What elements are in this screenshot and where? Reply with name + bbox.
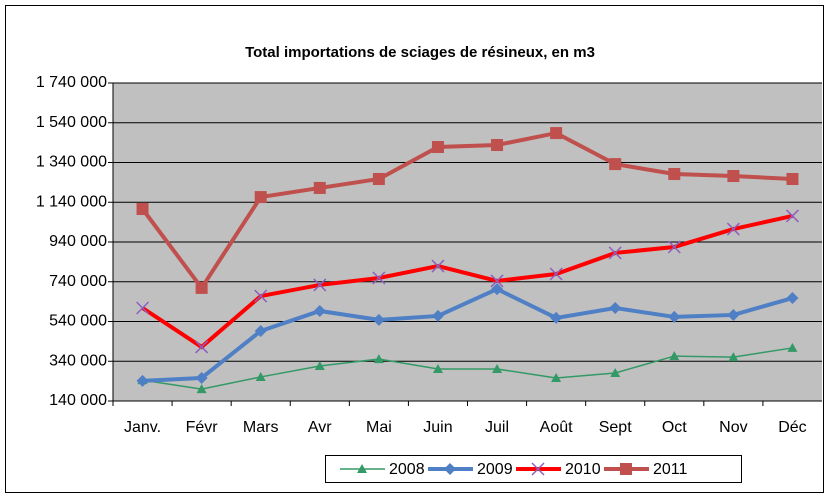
marker [608,246,622,260]
x-tick-label: Janv. [124,419,161,436]
marker [136,203,149,216]
legend-marker [444,463,456,475]
marker [609,301,622,314]
marker [786,172,799,185]
x-tick-label: Oct [662,419,687,436]
marker [668,310,681,323]
marker [490,274,504,288]
marker [550,311,563,324]
marker [195,371,208,384]
marker [136,374,149,387]
legend-marker [531,462,545,476]
x-tick-label: Mars [243,419,279,436]
marker [313,181,326,194]
marker [314,361,325,371]
marker [668,168,681,181]
x-tick-label: Sept [599,419,632,436]
marker [254,289,268,303]
x-tick-label: Nov [719,419,747,436]
legend-label: 2009 [477,461,513,478]
marker [431,140,444,153]
marker [785,209,799,223]
marker [195,281,208,294]
x-tick-label: Juin [423,419,452,436]
legend-label: 2010 [565,461,601,478]
marker [195,340,209,354]
marker [728,352,739,362]
marker [786,292,799,305]
marker [313,278,327,292]
marker [373,354,384,364]
marker [667,240,681,254]
marker [491,139,504,152]
marker [313,304,326,317]
marker [551,372,562,382]
marker [431,309,444,322]
marker [609,158,622,171]
y-tick-label: 1 340 000 [36,154,107,171]
marker [432,364,443,374]
marker [254,191,267,204]
y-tick-label: 1 140 000 [36,193,107,210]
y-tick-label: 140 000 [49,392,107,409]
chart-title: Total importations de sciages de résineu… [245,44,595,61]
x-tick-label: Mai [366,419,392,436]
marker [727,170,740,183]
marker [136,301,150,315]
x-tick-label: Févr [186,419,219,436]
y-tick-label: 340 000 [49,352,107,369]
marker [196,384,207,394]
marker [255,371,266,381]
y-tick-label: 540 000 [49,313,107,330]
y-tick-label: 1 740 000 [36,74,107,91]
legend-marker [357,464,367,473]
marker [550,127,563,140]
x-tick-label: Déc [778,419,806,436]
marker [372,313,385,326]
marker [727,308,740,321]
marker [787,342,798,352]
series-line [142,286,794,383]
marker [372,271,386,285]
marker [492,364,503,374]
legend-marker [620,463,632,475]
x-tick-label: Août [540,419,573,436]
marker [726,222,740,236]
y-tick-label: 740 000 [49,273,107,290]
series-line [140,130,793,292]
x-tick-label: Avr [308,419,332,436]
marker [431,259,445,273]
x-tick-label: Juil [485,419,509,436]
y-tick-label: 1 540 000 [36,114,107,131]
marker [254,325,267,338]
series-line [142,347,793,390]
legend-label: 2008 [389,461,425,478]
legend-label: 2011 [653,461,688,478]
series-line [141,214,793,350]
marker [549,267,563,281]
marker [610,367,621,377]
marker [491,283,504,296]
y-tick-label: 940 000 [49,233,107,250]
marker [372,172,385,185]
marker [669,351,680,361]
